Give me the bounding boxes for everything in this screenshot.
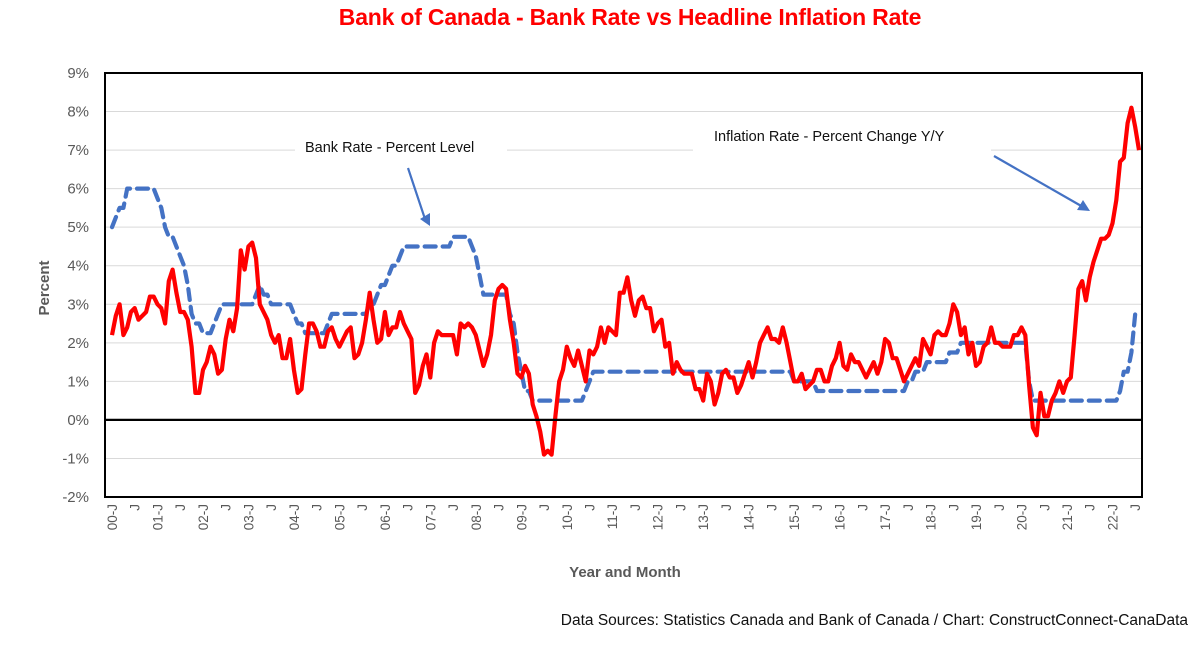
x-tick-label: 07-J: [423, 504, 438, 530]
x-tick-label: J: [810, 504, 825, 511]
x-tick-label: 16-J: [833, 504, 848, 530]
x-tick-label: J: [855, 504, 870, 511]
y-tick-label: 3%: [67, 296, 89, 313]
x-tick-label: 01-J: [150, 504, 165, 530]
x-tick-label: J: [492, 504, 507, 511]
x-tick-label: J: [401, 504, 416, 511]
arrow-head-icon: [1077, 200, 1090, 211]
y-tick-label: 6%: [67, 181, 89, 198]
x-tick-label: 19-J: [969, 504, 984, 530]
x-tick-label: 06-J: [378, 504, 393, 530]
y-tick-label: 9%: [67, 65, 89, 82]
x-tick-label: 13-J: [696, 504, 711, 530]
x-tick-label: 00-J: [105, 504, 120, 530]
x-tick-label: 20-J: [1015, 504, 1030, 530]
annotation-bank-rate-arrow: [406, 167, 428, 223]
annotation-bank-rate-bg: [295, 133, 507, 157]
chart-title: Bank of Canada - Bank Rate vs Headline I…: [338, 4, 922, 30]
x-tick-label: J: [901, 504, 916, 511]
x-tick-label: J: [946, 504, 961, 511]
x-tick-label: 22-J: [1105, 504, 1120, 530]
y-tick-label: -2%: [62, 489, 89, 506]
y-tick-label: 7%: [67, 142, 89, 159]
bank-rate-line: [109, 186, 1142, 403]
x-tick-label: J: [446, 504, 461, 511]
x-tick-label: 09-J: [514, 504, 529, 530]
x-tick-label: J: [992, 504, 1007, 511]
x-tick-label: J: [719, 504, 734, 511]
x-tick-label: 12-J: [651, 504, 666, 530]
x-tick-label: J: [173, 504, 188, 511]
y-tick-label: 1%: [67, 373, 89, 390]
y-tick-label: 4%: [67, 258, 89, 275]
inflation-line: [109, 105, 1142, 457]
x-tick-label: 14-J: [742, 504, 757, 530]
x-tick-label: J: [582, 504, 597, 511]
arrow-head-icon: [420, 213, 430, 226]
x-tick-label: J: [1037, 504, 1052, 511]
x-tick-label: 04-J: [287, 504, 302, 530]
annotation-inflation-arrow: [993, 155, 1084, 208]
x-tick-label: 05-J: [332, 504, 347, 530]
x-tick-label: J: [537, 504, 552, 511]
y-tick-label: 5%: [67, 219, 89, 236]
x-tick-label: J: [128, 504, 143, 511]
x-tick-label: J: [628, 504, 643, 511]
data-source-note: Data Sources: Statistics Canada and Bank…: [560, 612, 1188, 629]
y-tick-label: 2%: [67, 335, 89, 352]
annotation-inflation: Inflation Rate - Percent Change Y/Y: [714, 129, 945, 145]
annotation-bank-rate: Bank Rate - Percent Level: [305, 140, 474, 156]
y-axis-title: Percent: [36, 260, 53, 315]
y-tick-label: 0%: [67, 412, 89, 429]
y-axis-ticks: -2% -1% 0% 1% 2% 3% 4% 5% 6% 7% 8% 9%: [62, 65, 89, 506]
annotation-inflation-bg: [693, 115, 991, 153]
x-tick-label: 03-J: [241, 504, 256, 530]
x-tick-label: 15-J: [787, 504, 802, 530]
x-tick-label: 08-J: [469, 504, 484, 530]
x-tick-label: J: [1083, 504, 1098, 511]
y-tick-label: -1%: [62, 450, 89, 467]
x-axis-title: Year and Month: [569, 564, 681, 581]
x-tick-label: J: [219, 504, 234, 511]
x-tick-label: J: [673, 504, 688, 511]
y-tick-label: 8%: [67, 104, 89, 121]
x-tick-label: J: [264, 504, 279, 511]
x-tick-label: 17-J: [878, 504, 893, 530]
x-tick-label: J: [764, 504, 779, 511]
x-tick-label: 02-J: [196, 504, 211, 530]
x-tick-label: 10-J: [560, 504, 575, 530]
x-tick-label: 21-J: [1060, 504, 1075, 530]
x-tick-label: 11-J: [605, 504, 620, 529]
x-axis-ticks: 00-J J 01-J J 02-J J 03-J J 04-J J 05-J J 06-J J 07-J J…: [105, 504, 1143, 530]
x-tick-label: J: [1128, 504, 1143, 511]
series-layer: [109, 105, 1142, 457]
x-tick-label: J: [355, 504, 370, 511]
x-tick-label: J: [310, 504, 325, 511]
x-tick-label: 18-J: [924, 504, 939, 530]
plot-frame: [104, 72, 1143, 498]
